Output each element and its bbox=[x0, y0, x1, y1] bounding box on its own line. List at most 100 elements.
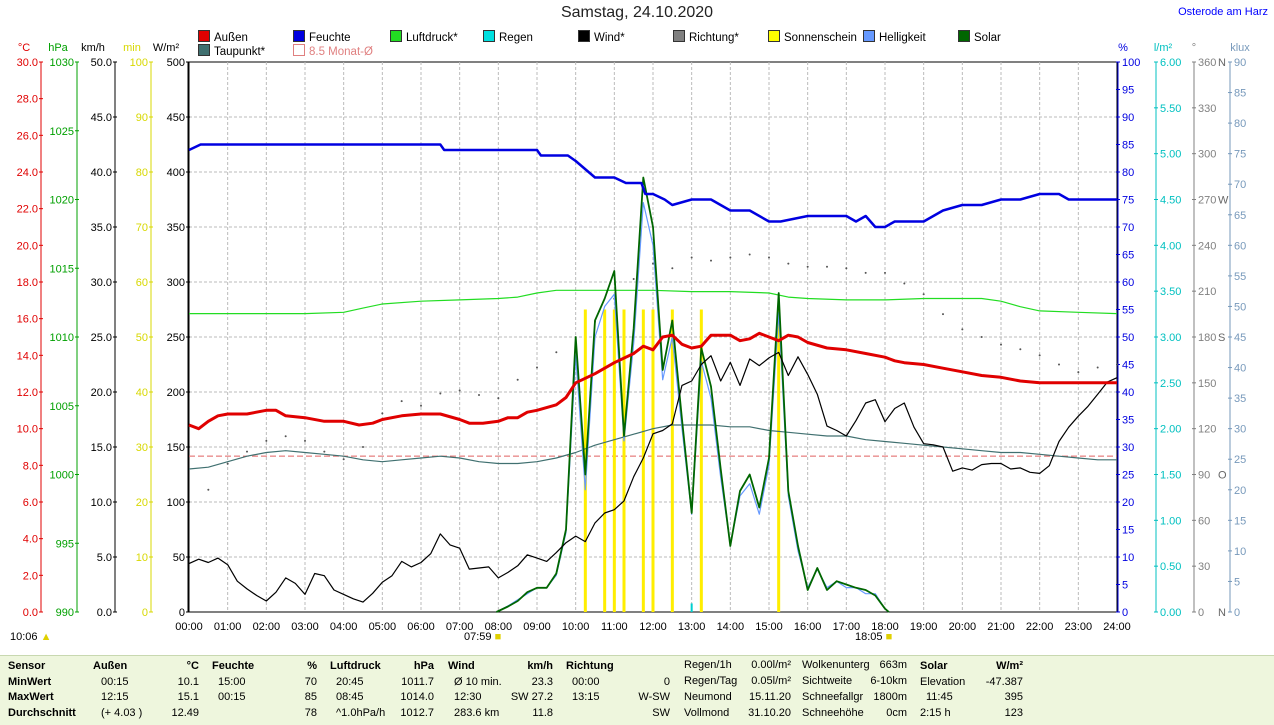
y-tick-label: 5.50 bbox=[1160, 103, 1181, 115]
direction-dot bbox=[1077, 371, 1080, 374]
series-line-solar bbox=[496, 176, 890, 613]
y-tick-label: 0.00 bbox=[1160, 607, 1181, 619]
legend-item: 8.5 Monat-Ø bbox=[293, 44, 373, 58]
y-tick-label: 4.50 bbox=[1160, 195, 1181, 207]
x-tick-label: 13:00 bbox=[678, 621, 706, 633]
sunset-icon: ■ bbox=[885, 631, 893, 643]
stats-value: 0.00l/m² bbox=[751, 659, 791, 671]
stats-value: 6-10km bbox=[870, 675, 907, 687]
rain-bar bbox=[690, 603, 693, 612]
stats-value: 12.49 bbox=[171, 706, 199, 719]
legend-label: Solar bbox=[974, 32, 1001, 44]
stats-header: Solar bbox=[920, 660, 948, 672]
axis-unit-label: W/m² bbox=[153, 42, 180, 54]
direction-dot bbox=[768, 256, 770, 259]
y-tick-label: 0 bbox=[1122, 607, 1128, 619]
y-tick-label: 75 bbox=[1234, 149, 1246, 161]
stats-time: 00:00 bbox=[572, 675, 600, 688]
direction-dot bbox=[284, 435, 287, 438]
y-tick-label: 35 bbox=[1234, 393, 1246, 405]
stats-time: 15:00 bbox=[218, 675, 246, 688]
y-tick-label: 10.0 bbox=[91, 497, 112, 509]
stats-value: 10.1 bbox=[177, 675, 199, 688]
y-tick-label: 250 bbox=[167, 332, 185, 344]
stats-value: 15.1 bbox=[177, 691, 199, 703]
y-tick-label: 100 bbox=[167, 497, 185, 509]
chart-legend: Außen Feuchte Luftdruck* Regen Wind* Richtung… bbox=[198, 30, 1078, 60]
direction-dot bbox=[207, 488, 210, 491]
stats-header: Wind bbox=[448, 660, 475, 672]
series-line-feuchte bbox=[188, 143, 1117, 229]
x-tick-label: 11:00 bbox=[601, 621, 628, 633]
direction-dot bbox=[478, 394, 480, 397]
stats-label: Elevation bbox=[920, 675, 966, 688]
y-tick-label: 990 bbox=[56, 607, 74, 619]
legend-label: Richtung* bbox=[689, 32, 739, 44]
y-tick-label: 30 bbox=[1198, 561, 1210, 573]
direction-dot bbox=[1038, 354, 1041, 357]
y-tick-label: 5 bbox=[1234, 576, 1240, 588]
y-tick-label: 25 bbox=[1234, 454, 1246, 466]
direction-dot bbox=[826, 265, 828, 268]
direction-dot bbox=[381, 412, 384, 415]
stats-richtung-col: Richtung 00:00 0 13:15 W-SW SW bbox=[566, 659, 670, 721]
legend-swatch bbox=[390, 30, 402, 42]
y-tick-label: 14.0 bbox=[17, 350, 38, 362]
direction-dot bbox=[400, 400, 403, 403]
sunshine-bar bbox=[603, 309, 607, 612]
x-tick-label: 01:00 bbox=[214, 621, 242, 633]
stats-value: 0 bbox=[663, 675, 670, 688]
weather-chart: 00:00 01:00 02:00 03:00 04:00 05:00 06:00 07:00… bbox=[17, 42, 1251, 633]
x-tick-label: 05:00 bbox=[369, 621, 397, 633]
stats-value: 1800m bbox=[873, 691, 907, 703]
stats-value: 15.11.20 bbox=[748, 691, 791, 703]
y-tick-label: 1000 bbox=[50, 470, 74, 482]
y-tick-label: 30 bbox=[136, 442, 148, 454]
sun-icon: ▲ bbox=[40, 631, 52, 643]
stats-label: Schneehöhe bbox=[802, 707, 864, 719]
y-tick-label: 28.0 bbox=[17, 94, 38, 106]
series-line-außen bbox=[188, 331, 1117, 431]
y-tick-label: 25.0 bbox=[91, 332, 112, 344]
y-tick-label: 5.00 bbox=[1160, 149, 1181, 161]
compass-label: O bbox=[1218, 470, 1227, 482]
axis-unit-label: °C bbox=[18, 42, 30, 54]
y-tick-label: 22.0 bbox=[17, 204, 38, 216]
sunrise-label: 07:59 ■ bbox=[464, 631, 501, 643]
y-tick-label: 1010 bbox=[50, 332, 74, 344]
y-tick-label: 80 bbox=[1234, 118, 1246, 130]
y-tick-label: 30.0 bbox=[17, 57, 38, 69]
sunshine-bar bbox=[622, 309, 626, 612]
y-tick-label: 10 bbox=[1122, 552, 1134, 564]
direction-dot bbox=[690, 256, 693, 259]
y-tick-label: 0.50 bbox=[1160, 561, 1181, 573]
direction-dot bbox=[903, 282, 906, 285]
y-tick-label: 6.00 bbox=[1160, 57, 1181, 69]
direction-dot bbox=[555, 351, 558, 354]
y-tick-label: 10 bbox=[136, 552, 148, 564]
direction-dot bbox=[632, 277, 635, 280]
y-tick-label: 60 bbox=[1198, 515, 1210, 527]
location-link[interactable]: Osterode am Harz bbox=[1178, 6, 1268, 18]
stats-time: 11:45 bbox=[926, 691, 953, 703]
stats-header: Richtung bbox=[566, 660, 614, 672]
stats-time: 00:15 bbox=[218, 691, 246, 703]
stats-label: Regen/1h bbox=[684, 659, 732, 671]
stats-label: Schneefallgr bbox=[802, 691, 864, 703]
x-tick-label: 23:00 bbox=[1065, 621, 1093, 633]
direction-dot bbox=[729, 256, 732, 259]
y-tick-label: 1.50 bbox=[1160, 470, 1181, 482]
stats-unit: % bbox=[307, 660, 317, 672]
y-tick-label: 26.0 bbox=[17, 130, 38, 142]
direction-dot bbox=[342, 458, 345, 461]
y-tick-label: 120 bbox=[1198, 424, 1216, 436]
stats-sensor-col: Sensor MinWert MaxWert Durchschnitt bbox=[8, 659, 78, 721]
y-tick-label: 100 bbox=[1122, 57, 1140, 69]
y-tick-label: 16.0 bbox=[17, 314, 38, 326]
direction-dot bbox=[980, 336, 983, 338]
x-tick-label: 15:00 bbox=[755, 621, 783, 633]
legend-label: Regen bbox=[499, 32, 533, 44]
y-tick-label: 45.0 bbox=[91, 112, 112, 124]
y-tick-label: 15.0 bbox=[91, 442, 112, 454]
x-tick-label: 19:00 bbox=[910, 621, 938, 633]
